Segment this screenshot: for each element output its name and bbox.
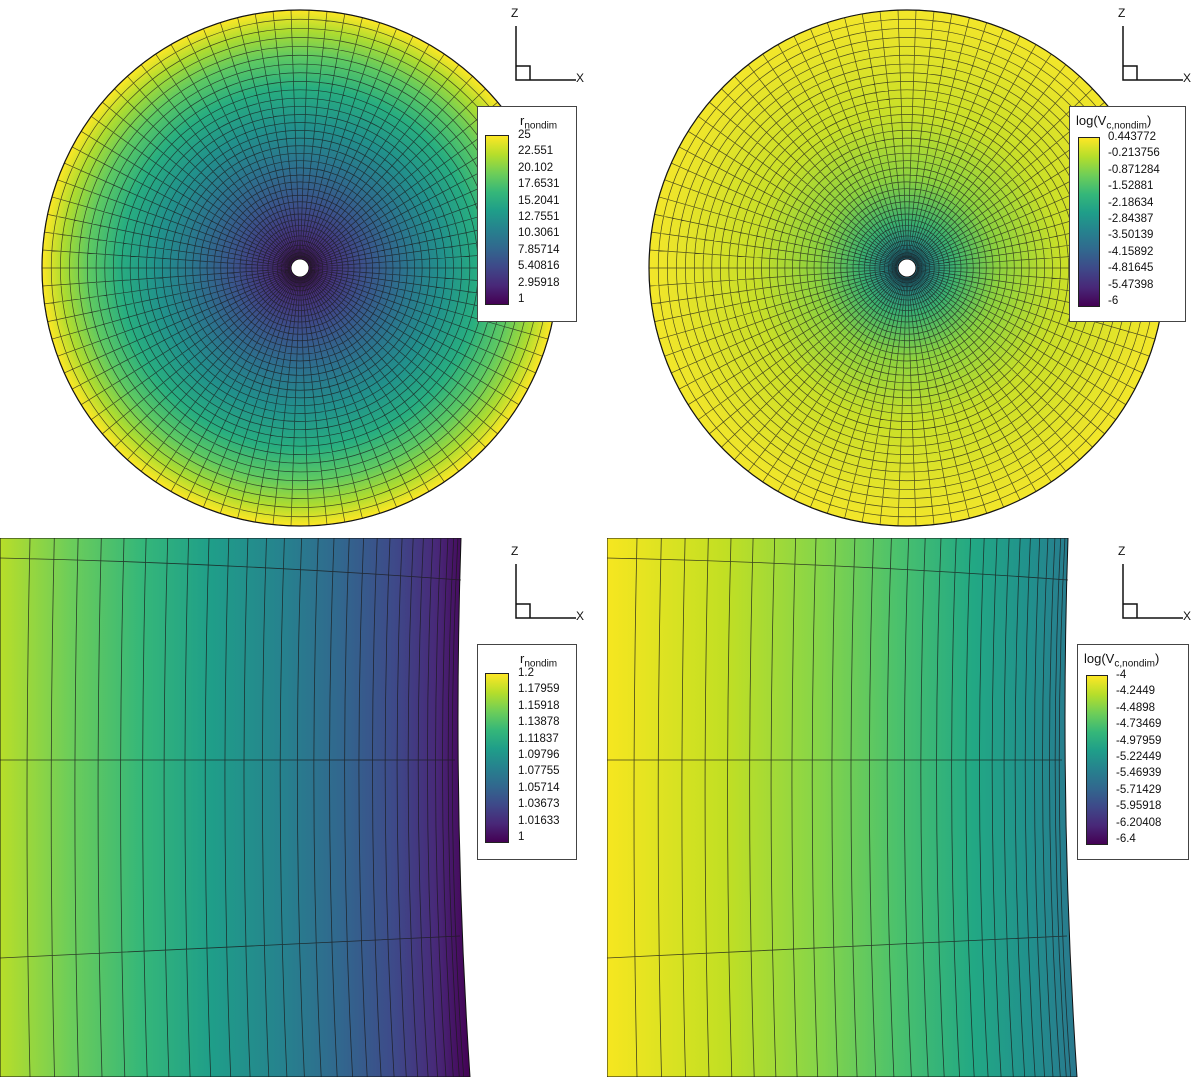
zoom-mesh xyxy=(0,538,465,1077)
axis-triad: Z X xyxy=(1105,544,1191,626)
axis-triad: Z X xyxy=(498,6,584,88)
legend-label: 1.13878 xyxy=(518,716,560,729)
legend-label: 1.17959 xyxy=(518,683,560,696)
z-axis-label: Z xyxy=(511,544,519,558)
colorbar xyxy=(1078,137,1100,307)
legend-label: 22.551 xyxy=(518,145,554,158)
center-hole xyxy=(290,258,310,278)
legend-label: 0.443772 xyxy=(1108,131,1156,143)
legend-label: 1.09796 xyxy=(518,749,560,761)
legend-label: -6.4 xyxy=(1116,833,1136,845)
axis-triad: Z X xyxy=(498,544,584,626)
mesh-lines xyxy=(0,538,465,1077)
legend-label: -6 xyxy=(1108,295,1119,307)
zoom-plot-logv xyxy=(607,538,1078,1077)
legend-label: -1.52881 xyxy=(1108,180,1154,193)
legend-label: 1 xyxy=(518,293,525,305)
zoom-surface xyxy=(607,538,1078,1077)
legend-title: rnondim xyxy=(520,651,558,670)
x-axis-label: X xyxy=(576,71,585,85)
legend-label: 1.11837 xyxy=(518,732,559,745)
legend-label: 1.07755 xyxy=(518,765,560,778)
legend-label: 5.40816 xyxy=(518,260,560,273)
mesh-lines xyxy=(607,538,1072,1077)
legend-label: -0.213756 xyxy=(1108,147,1160,160)
legend-label: 17.6531 xyxy=(518,178,560,191)
mesh-lines xyxy=(648,9,1166,527)
legend-title: log(Vc,nondim) xyxy=(1084,651,1160,670)
legend-label: 20.102 xyxy=(518,161,554,174)
colorbar xyxy=(485,673,509,843)
colorbar xyxy=(485,135,509,305)
legend-label: -4.97959 xyxy=(1116,734,1162,747)
legend-label: 15.2041 xyxy=(518,194,560,207)
legend-label: -2.18634 xyxy=(1108,196,1154,209)
colorbar xyxy=(1086,675,1108,845)
legend-label: -5.71429 xyxy=(1116,783,1162,796)
legend-label: -4.73469 xyxy=(1116,718,1162,731)
panel-bottom-right: Z X log(Vc,nondim) -4 -4.2449 -4.4898 -4… xyxy=(607,538,1200,1077)
legend-label: -6.20408 xyxy=(1116,816,1162,829)
legend-title: log(Vc,nondim) xyxy=(1076,113,1152,132)
legend-label: 7.85714 xyxy=(518,243,560,256)
legend-label: 1 xyxy=(518,831,525,843)
x-axis-label: X xyxy=(1183,71,1192,85)
center-hole xyxy=(897,258,917,278)
legend-label: -3.50139 xyxy=(1108,229,1154,242)
panel-top-left: Z X rnondim 25 22.551 20.102 17.6531 15.… xyxy=(0,0,600,538)
legend-label: -2.84387 xyxy=(1108,213,1154,225)
zoom-plot-r xyxy=(0,538,471,1077)
legend-label: 10.3061 xyxy=(518,227,560,240)
polar-mesh xyxy=(41,9,559,527)
legend-label: -0.871284 xyxy=(1108,163,1160,176)
zoom-mesh xyxy=(607,538,1072,1077)
z-axis-label: Z xyxy=(511,6,519,20)
legend-title: rnondim xyxy=(520,113,558,132)
legend-label: -5.47398 xyxy=(1108,278,1154,291)
legend-label: -5.46939 xyxy=(1116,767,1162,780)
x-axis-label: X xyxy=(576,609,585,623)
legend-label: -4 xyxy=(1116,669,1127,681)
legend-label: 1.03673 xyxy=(518,798,560,811)
legend-label: 1.01633 xyxy=(518,814,560,827)
x-axis-label: X xyxy=(1183,609,1192,623)
colorbar-legend: rnondim 25 22.551 20.102 17.6531 15.2041… xyxy=(477,106,577,322)
colorbar-legend: rnondim 1.2 1.17959 1.15918 1.13878 1.11… xyxy=(477,644,577,860)
panel-bottom-left: Z X rnondim 1.2 1.17959 1.15918 1.13878 … xyxy=(0,538,600,1077)
legend-label: -5.22449 xyxy=(1116,751,1162,763)
legend-label: -4.2449 xyxy=(1116,685,1156,698)
legend-label: 25 xyxy=(518,129,531,141)
legend-label: 1.15918 xyxy=(518,699,560,712)
legend-label: 1.05714 xyxy=(518,781,560,794)
z-axis-label: Z xyxy=(1118,6,1126,20)
legend-label: -4.4898 xyxy=(1116,701,1156,714)
polar-mesh xyxy=(648,9,1166,527)
axis-triad: Z X xyxy=(1105,6,1191,88)
colorbar-legend: log(Vc,nondim) -4 -4.2449 -4.4898 -4.734… xyxy=(1077,644,1189,860)
legend-label: -4.81645 xyxy=(1108,262,1154,275)
zoom-surface xyxy=(0,538,471,1077)
legend-label: -4.15892 xyxy=(1108,245,1154,258)
z-axis-label: Z xyxy=(1118,544,1126,558)
legend-label: 12.7551 xyxy=(518,211,560,223)
mesh-lines xyxy=(41,9,559,527)
panel-top-right: Z X log(Vc,nondim) 0.443772 -0.213756 -0… xyxy=(607,0,1200,538)
legend-label: 1.2 xyxy=(518,667,534,679)
legend-label: 2.95918 xyxy=(518,276,560,289)
colorbar-legend: log(Vc,nondim) 0.443772 -0.213756 -0.871… xyxy=(1069,106,1186,322)
legend-label: -5.95918 xyxy=(1116,800,1162,813)
